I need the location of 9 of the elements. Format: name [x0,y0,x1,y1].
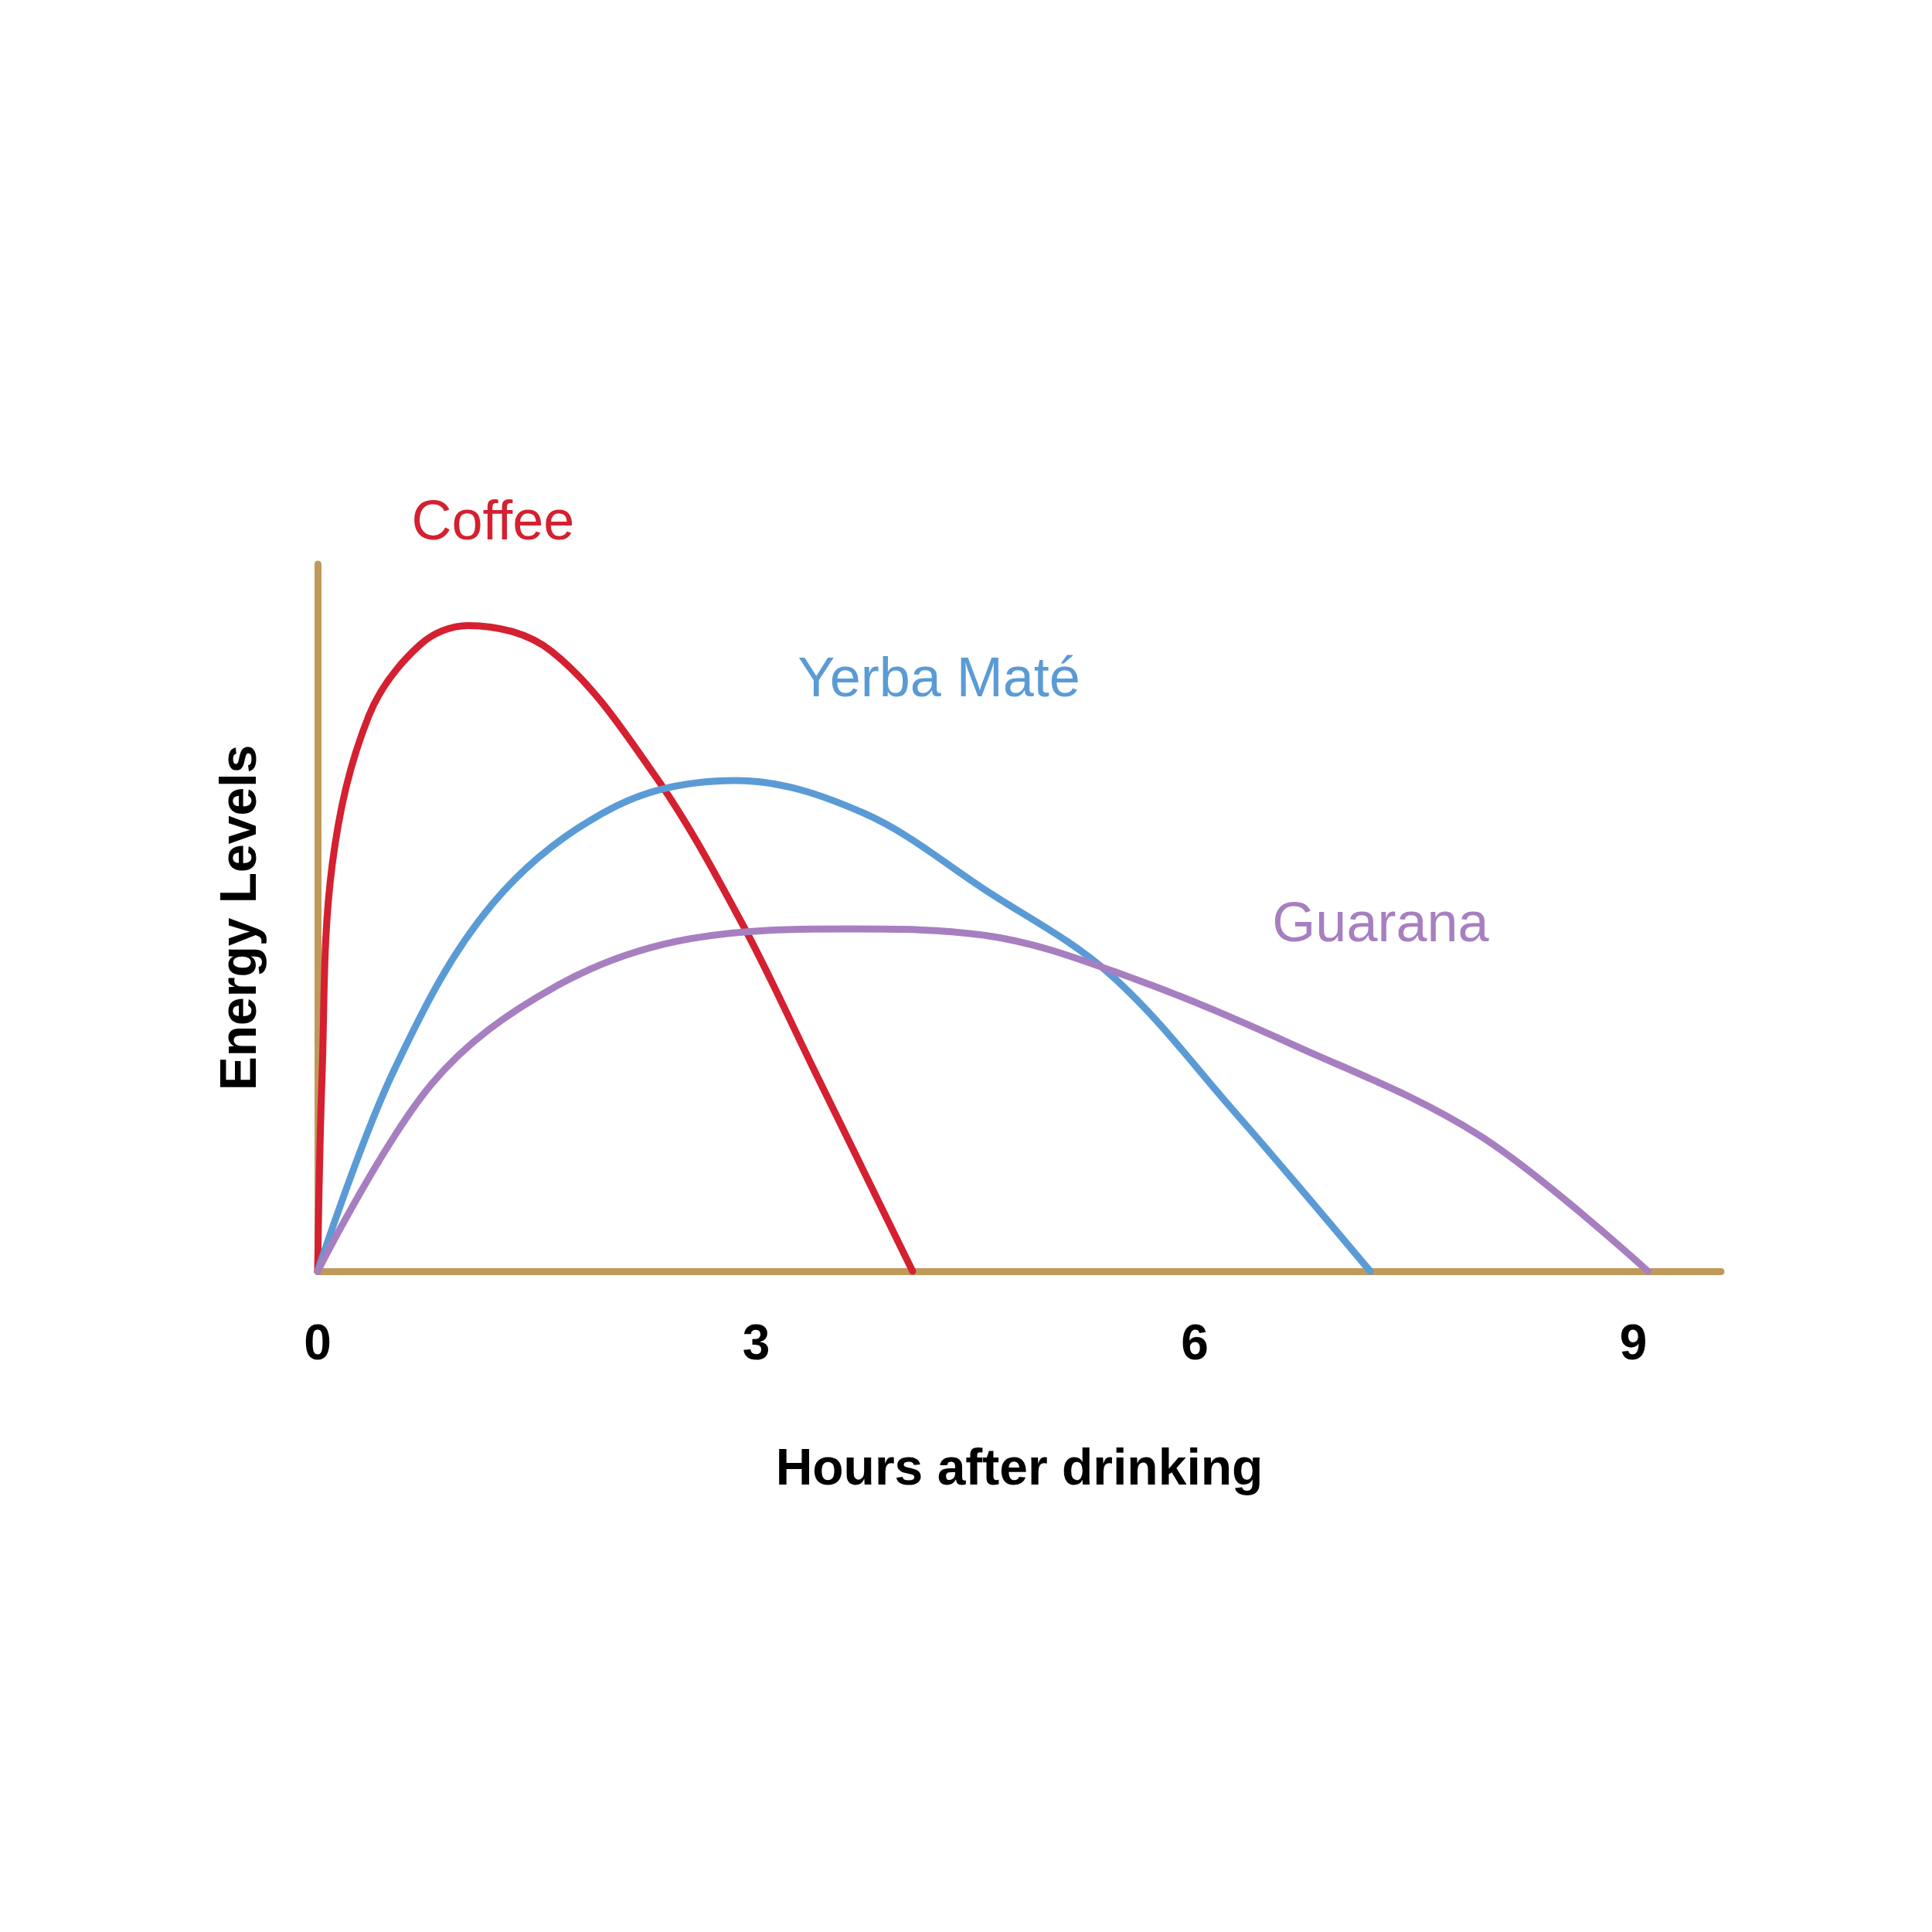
series-label: Coffee [411,489,575,552]
x-tick-label: 9 [1619,1315,1648,1370]
y-axis-title: Energy Levels [209,744,267,1091]
series-label: Guarana [1272,891,1490,954]
x-tick-label: 0 [304,1315,332,1370]
x-tick-label: 6 [1181,1315,1209,1370]
x-tick-label: 3 [742,1315,770,1370]
series-label: Yerba Maté [798,645,1080,708]
x-axis-title: Hours after drinking [775,1438,1264,1495]
